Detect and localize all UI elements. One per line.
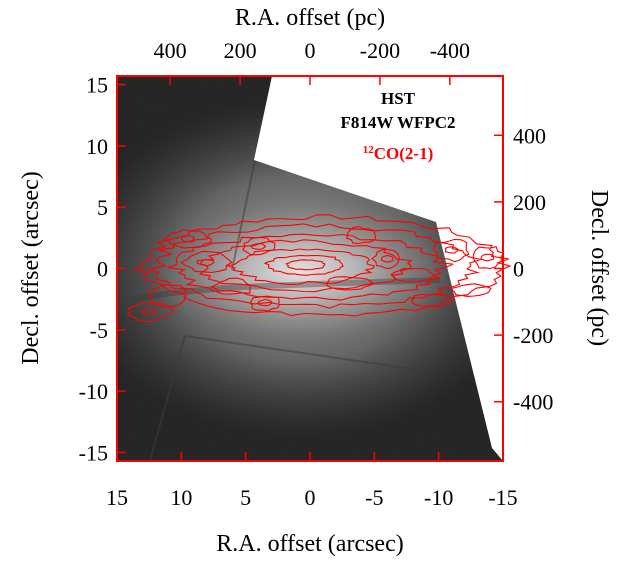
contour-knot	[180, 250, 233, 274]
legend-contour-prefix: 12	[363, 144, 375, 156]
top-tick-label: 400	[154, 38, 187, 63]
left-tick-label: 15	[86, 73, 108, 98]
bottom-tick-label: 10	[170, 485, 192, 510]
bottom-tick-label: 15	[106, 485, 128, 510]
hst-image	[117, 76, 503, 461]
legend-line2: F814W WFPC2	[340, 113, 455, 132]
contour-knot-inner	[180, 235, 195, 243]
axis-ticks	[116, 76, 504, 461]
contour-knot-inner	[250, 243, 267, 250]
contour-knot	[326, 276, 375, 291]
contour-knot-inner	[381, 254, 394, 263]
bottom-tick-label: -15	[488, 485, 517, 510]
left-tick-label: 0	[97, 257, 108, 282]
right-tick-label: -400	[513, 390, 553, 415]
bottom-tick-label: -10	[424, 485, 453, 510]
contour-knot-inner	[257, 298, 273, 307]
right-tick-label: 0	[513, 257, 524, 282]
contour-knot	[345, 226, 377, 245]
contour-knot-inner	[142, 307, 156, 315]
top-tick-label: -200	[360, 38, 400, 63]
contour-level-5	[225, 248, 375, 285]
right-tick-label: 200	[513, 190, 546, 215]
left-tick-label: -15	[79, 440, 108, 465]
contour-knot	[472, 246, 505, 270]
axis-tick-labels: 15 10 5 0 -5 -10 -15 15 10 5 0 -5 -10 -15 400 200 0 -200 -…	[79, 38, 554, 510]
contour-knot	[163, 229, 212, 249]
co-contours	[126, 214, 512, 323]
contour-knot	[450, 283, 492, 297]
contour-level-3	[167, 233, 454, 301]
contour-knot	[249, 295, 280, 312]
right-tick-label: -200	[513, 323, 553, 348]
contour-knot	[242, 237, 276, 256]
top-axis-title: R.A. offset (pc)	[235, 5, 385, 31]
contour-knot	[210, 277, 251, 295]
legend-contour-text: CO(2-1)	[374, 144, 433, 163]
left-tick-label: -10	[79, 379, 108, 404]
contour-knot-inner	[480, 253, 495, 262]
contour-knot	[147, 284, 187, 308]
legend: HST F814W WFPC2 12CO(2-1)	[340, 89, 455, 163]
top-tick-label: -400	[430, 38, 470, 63]
contour-knot	[370, 248, 400, 270]
legend-contour-label: 12CO(2-1)	[363, 144, 433, 163]
contour-knot	[432, 238, 470, 263]
bottom-tick-label: 0	[305, 485, 316, 510]
contour-knot	[126, 301, 174, 323]
contour-knot-inner	[444, 246, 460, 254]
right-axis-title: Decl. offset (pc)	[586, 190, 612, 346]
bottom-axis-title: R.A. offset (arcsec)	[216, 531, 403, 557]
contour-knot	[390, 267, 435, 283]
left-tick-label: -5	[90, 318, 108, 343]
contour-knot-inner	[200, 258, 215, 267]
top-tick-label: 200	[224, 38, 257, 63]
contour-level-2	[146, 223, 483, 309]
bottom-tick-label: 5	[240, 485, 251, 510]
contour-knot	[410, 293, 454, 308]
contour-level-7	[285, 259, 326, 271]
bottom-tick-label: -5	[365, 485, 383, 510]
left-axis-title: Decl. offset (arcsec)	[18, 171, 44, 364]
left-tick-label: 10	[86, 134, 108, 159]
top-tick-label: 0	[305, 38, 316, 63]
legend-line1: HST	[381, 89, 416, 108]
right-tick-label: 400	[513, 123, 546, 148]
contour-level-4	[196, 239, 413, 293]
left-tick-label: 5	[97, 195, 108, 220]
contour-level-6	[263, 254, 344, 276]
contour-level-1	[133, 214, 512, 317]
